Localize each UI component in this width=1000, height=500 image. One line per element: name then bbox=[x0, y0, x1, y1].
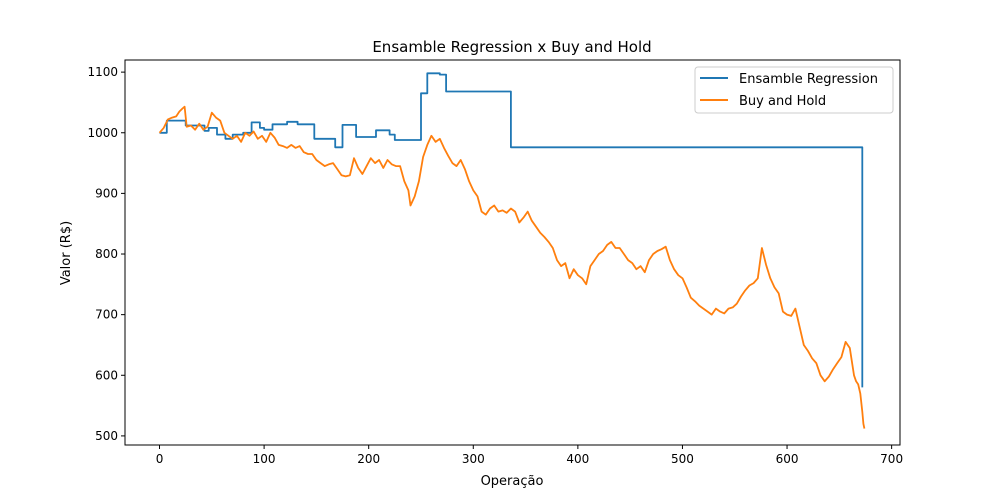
legend-box bbox=[694, 66, 894, 114]
y-tick-label: 1100 bbox=[87, 65, 118, 79]
legend-label-ensamble: Ensamble Regression bbox=[739, 72, 878, 87]
axes-frame bbox=[124, 59, 901, 446]
y-tick-label: 700 bbox=[95, 308, 118, 322]
x-tick-label: 300 bbox=[462, 452, 485, 466]
legend: Ensamble Regression Buy and Hold bbox=[694, 66, 894, 114]
plot-lines bbox=[158, 72, 866, 429]
x-tick-label: 700 bbox=[880, 452, 903, 466]
legend-label-buy-hold: Buy and Hold bbox=[739, 94, 826, 109]
y-ticks: 500 600 700 800 900 1000 1100 bbox=[87, 65, 125, 443]
y-tick-label: 600 bbox=[95, 368, 118, 382]
y-tick-label: 500 bbox=[95, 429, 118, 443]
x-tick-label: 400 bbox=[566, 452, 589, 466]
x-ticks: 0 100 200 300 400 500 600 700 bbox=[156, 445, 903, 466]
x-tick-label: 100 bbox=[253, 452, 276, 466]
y-tick-label: 1000 bbox=[87, 126, 118, 140]
x-tick-label: 0 bbox=[156, 452, 164, 466]
series-line-ensamble-regression bbox=[159, 72, 864, 388]
y-tick-label: 800 bbox=[95, 247, 118, 261]
x-tick-label: 500 bbox=[671, 452, 694, 466]
x-tick-label: 600 bbox=[776, 452, 799, 466]
series-line-buy-and-hold bbox=[158, 105, 866, 429]
x-tick-label: 200 bbox=[357, 452, 380, 466]
x-axis-label: Operação bbox=[481, 474, 544, 489]
y-tick-label: 900 bbox=[95, 186, 118, 200]
y-axis-label: Valor (R$) bbox=[59, 221, 74, 285]
chart-title: Ensamble Regression x Buy and Hold bbox=[372, 38, 651, 56]
